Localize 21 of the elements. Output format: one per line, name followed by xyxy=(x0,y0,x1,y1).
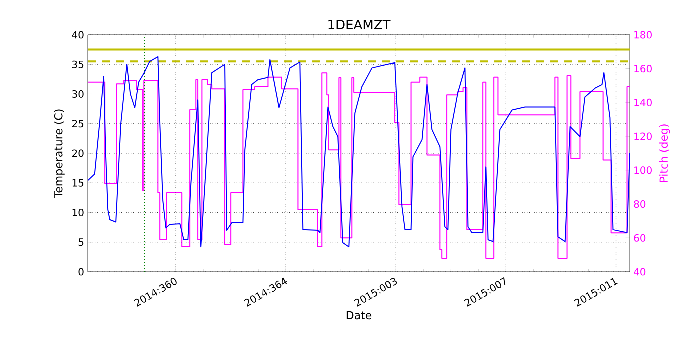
y2-tick-label: 120 xyxy=(634,132,652,140)
y-tick-label: 35 xyxy=(72,60,84,68)
y-tick-label: 25 xyxy=(72,120,84,128)
y-tick-label: 10 xyxy=(72,208,84,217)
y-axis-title: Temperature (C) xyxy=(54,110,65,198)
chart-title: 1DEAMZT xyxy=(328,20,391,30)
y2-tick-label: 160 xyxy=(634,65,652,73)
y-tick-label: 30 xyxy=(72,90,84,98)
y-tick-label: 40 xyxy=(72,31,84,39)
y2-tick-label: 180 xyxy=(634,31,652,39)
y-tick-label: 20 xyxy=(72,150,84,158)
y-tick-label: 15 xyxy=(72,179,84,187)
y2-axis-title: Pitch (deg) xyxy=(659,124,670,182)
y2-tick-label: 40 xyxy=(634,268,646,276)
x-axis-title: Date xyxy=(346,311,372,320)
y2-tick-label: 140 xyxy=(634,98,652,106)
y2-tick-label: 80 xyxy=(634,200,646,208)
y2-tick-label: 60 xyxy=(634,234,646,242)
y-tick-label: 5 xyxy=(78,238,84,246)
y-tick-label: 0 xyxy=(78,268,84,276)
y2-tick-label: 100 xyxy=(634,166,652,174)
